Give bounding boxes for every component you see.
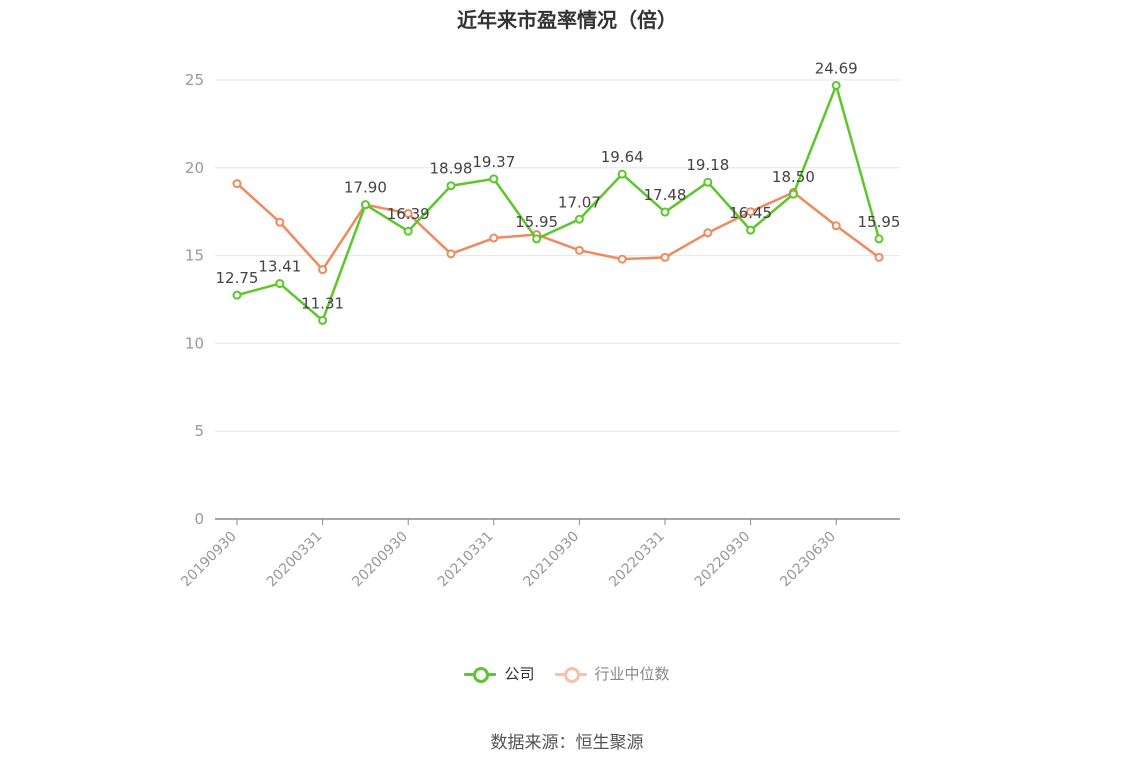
data-point bbox=[703, 177, 713, 187]
data-point bbox=[874, 252, 884, 262]
data-point bbox=[574, 245, 584, 255]
data-point bbox=[489, 174, 499, 184]
data-point bbox=[660, 207, 670, 217]
data-label: 15.95 bbox=[515, 213, 558, 231]
data-point bbox=[318, 265, 328, 275]
series-line bbox=[236, 182, 880, 271]
data-label: 19.18 bbox=[686, 156, 729, 174]
x-tick-label: 20210331 bbox=[435, 529, 497, 591]
data-label: 17.90 bbox=[344, 179, 387, 197]
data-point bbox=[360, 200, 370, 210]
data-label: 13.41 bbox=[258, 258, 301, 276]
y-tick-label: 10 bbox=[185, 334, 204, 352]
data-label: 11.31 bbox=[301, 294, 344, 312]
data-point bbox=[617, 254, 627, 264]
series-layer bbox=[232, 80, 884, 325]
data-point bbox=[318, 315, 328, 325]
legend-item-company[interactable]: 公司 bbox=[464, 663, 535, 684]
data-point bbox=[831, 80, 841, 90]
data-label: 15.95 bbox=[858, 213, 901, 231]
y-tick-label: 0 bbox=[194, 510, 204, 528]
line-marker-icon bbox=[554, 666, 587, 683]
data-point bbox=[617, 169, 627, 179]
data-point bbox=[403, 208, 413, 218]
data-point bbox=[275, 217, 285, 227]
x-tick-label: 20220930 bbox=[692, 529, 754, 591]
data-point bbox=[574, 214, 584, 224]
data-point bbox=[403, 226, 413, 236]
data-source: 数据来源：恒生聚源 bbox=[490, 733, 644, 753]
legend-label-company: 公司 bbox=[504, 665, 535, 683]
legend-item-industry-median[interactable]: 行业中位数 bbox=[554, 663, 670, 684]
data-label: 16.39 bbox=[387, 205, 430, 223]
series-line bbox=[236, 84, 881, 322]
data-point bbox=[446, 249, 456, 259]
x-tick-label: 20230630 bbox=[777, 529, 839, 591]
data-label: 18.50 bbox=[772, 168, 815, 186]
x-tick-label: 20220331 bbox=[606, 529, 668, 591]
data-point bbox=[275, 279, 285, 289]
data-point bbox=[703, 228, 713, 238]
data-point bbox=[746, 207, 756, 217]
data-label: 24.69 bbox=[815, 59, 858, 77]
data-point bbox=[446, 181, 456, 191]
data-label: 17.48 bbox=[644, 186, 687, 204]
y-tick-label: 5 bbox=[194, 422, 204, 440]
x-tick-label: 20190930 bbox=[178, 529, 240, 591]
data-label: 18.98 bbox=[430, 160, 473, 178]
data-point bbox=[232, 179, 242, 189]
y-tick-label: 20 bbox=[185, 159, 204, 177]
y-tick-label: 15 bbox=[185, 247, 204, 265]
data-label: 16.45 bbox=[729, 204, 772, 222]
data-label: 17.07 bbox=[558, 193, 601, 211]
data-point bbox=[831, 221, 841, 231]
legend-label-industry-median: 行业中位数 bbox=[594, 665, 670, 683]
data-point bbox=[532, 234, 542, 244]
data-point bbox=[489, 233, 499, 243]
x-tick-label: 20210930 bbox=[521, 529, 583, 591]
data-point bbox=[788, 189, 798, 199]
x-tick-label: 20200930 bbox=[349, 529, 411, 591]
data-label: 19.37 bbox=[472, 153, 515, 171]
data-point bbox=[660, 252, 670, 262]
line-marker-icon bbox=[464, 666, 497, 683]
data-point bbox=[746, 225, 756, 235]
data-point bbox=[232, 290, 242, 300]
axes: 0 5 10 15 20 25 20190930 20200331 20200930 202103… bbox=[178, 71, 900, 590]
x-tick-label: 20200331 bbox=[264, 529, 326, 591]
data-label: 12.75 bbox=[216, 269, 259, 287]
legend: 公司 行业中位数 bbox=[0, 663, 1134, 684]
chart-title: 近年来市盈率情况（倍） bbox=[457, 8, 677, 32]
data-point bbox=[874, 234, 884, 244]
grid-lines bbox=[215, 79, 900, 432]
y-tick-label: 25 bbox=[185, 71, 204, 89]
data-label: 19.64 bbox=[601, 148, 644, 166]
